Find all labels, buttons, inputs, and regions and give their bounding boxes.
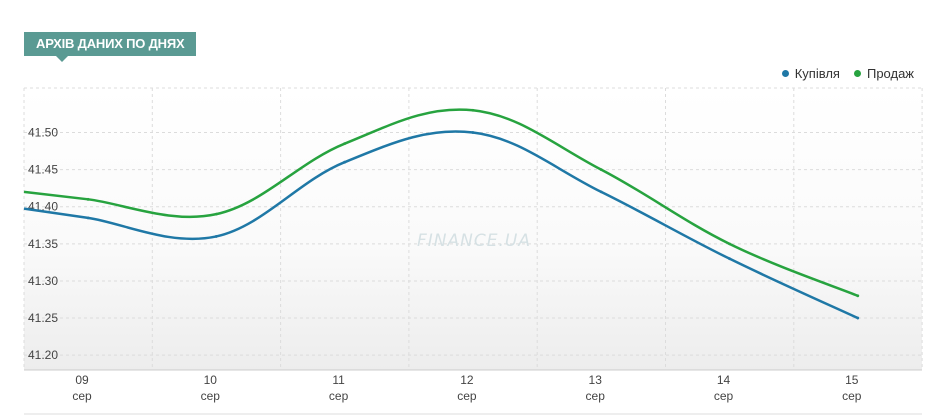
legend-label-buy: Купівля bbox=[794, 66, 840, 81]
chart-title: АРХІВ ДАНИХ ПО ДНЯХ bbox=[24, 32, 197, 62]
x-tick-month: сер bbox=[586, 389, 606, 403]
legend-item-sell[interactable]: Продаж bbox=[853, 66, 914, 81]
y-tick-label: 41.35 bbox=[28, 237, 58, 251]
data-point-buy bbox=[86, 216, 90, 220]
y-tick-label: 41.20 bbox=[28, 348, 58, 362]
series-layer bbox=[23, 108, 860, 320]
x-tick-day: 12 bbox=[460, 373, 474, 387]
x-tick-month: сер bbox=[714, 389, 734, 403]
watermark: FINANCE.UA bbox=[417, 231, 531, 251]
plot-background bbox=[24, 88, 922, 370]
data-point-sell bbox=[86, 197, 90, 201]
x-axis: 09 сер 10 сер 11 сер 12 сер 13 сер 14 сер 15 сер bbox=[24, 369, 922, 415]
legend-dot-buy-icon bbox=[781, 70, 789, 77]
y-tick-label: 41.25 bbox=[28, 311, 58, 325]
x-tick-month: сер bbox=[457, 389, 477, 403]
data-point-buy bbox=[599, 190, 603, 194]
x-tick-day: 11 bbox=[332, 373, 345, 387]
series-line-sell bbox=[23, 108, 859, 297]
x-tick-month: сер bbox=[842, 389, 862, 403]
data-point-buy bbox=[214, 235, 218, 238]
x-tick-month: сер bbox=[72, 389, 92, 403]
x-tick-day: 13 bbox=[589, 373, 603, 387]
data-point-buy bbox=[856, 316, 860, 320]
data-point-sell bbox=[728, 242, 731, 246]
data-point-sell bbox=[343, 142, 346, 146]
y-tick-label: 41.30 bbox=[28, 274, 58, 288]
grid bbox=[23, 87, 923, 370]
data-point-buy bbox=[343, 160, 346, 164]
x-tick-month: сер bbox=[201, 389, 221, 403]
x-tick-day: 14 bbox=[717, 373, 731, 387]
y-tick-label: 41.50 bbox=[28, 126, 58, 140]
legend-item-buy[interactable]: Купівля bbox=[781, 66, 840, 81]
x-tick-month: сер bbox=[329, 389, 349, 403]
x-tick-day: 09 bbox=[75, 373, 89, 387]
x-tick-day: 15 bbox=[845, 373, 859, 387]
data-point-buy bbox=[471, 131, 475, 134]
data-point-sell bbox=[599, 168, 603, 172]
series-line-buy bbox=[23, 130, 859, 320]
data-point-sell bbox=[856, 294, 860, 298]
y-tick-label: 41.45 bbox=[28, 163, 58, 177]
legend: Купівля Продаж bbox=[781, 66, 914, 81]
legend-label-sell: Продаж bbox=[866, 66, 914, 81]
legend-dot-sell-icon bbox=[853, 70, 861, 77]
x-tick-day: 10 bbox=[204, 373, 218, 387]
data-point-sell bbox=[214, 212, 218, 216]
data-point-buy bbox=[728, 257, 731, 261]
data-point-sell bbox=[471, 108, 475, 112]
